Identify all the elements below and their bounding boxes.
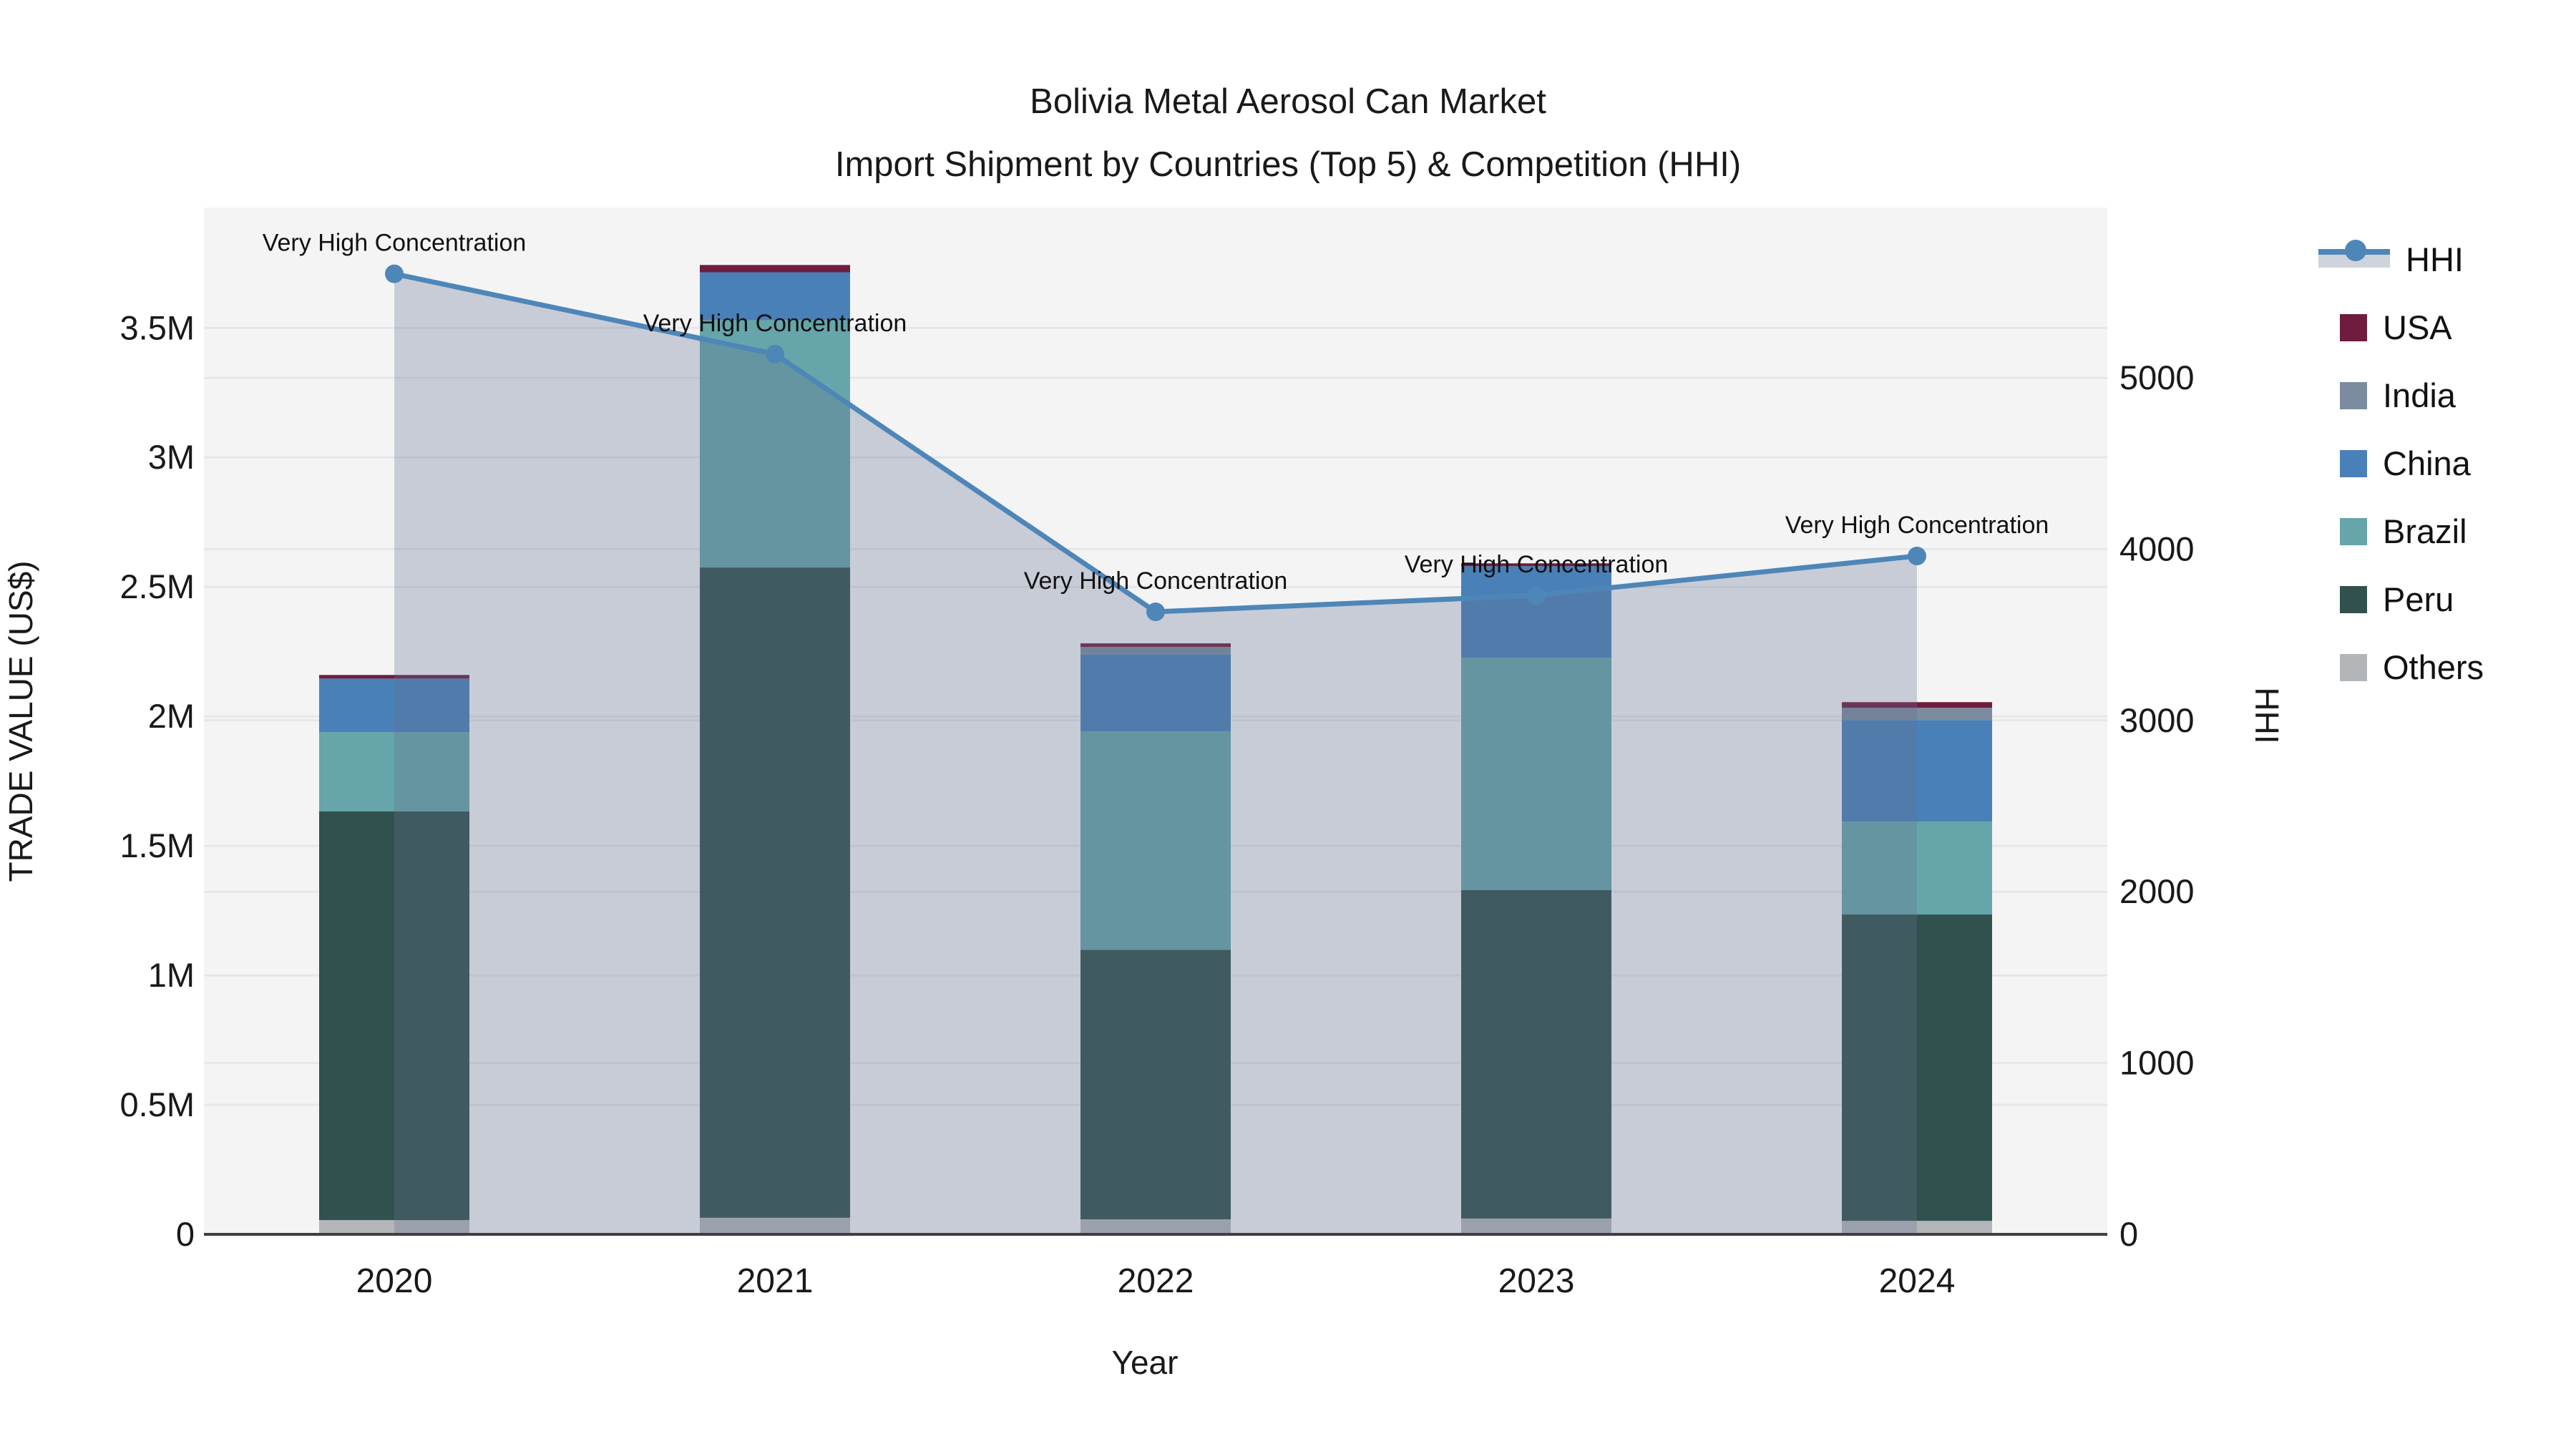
bar-segment-usa-2023 <box>1461 563 1611 567</box>
chart-legend: HHI USA India China Brazil Peru Others <box>2318 225 2484 701</box>
left-tick-0: 0 <box>176 1215 195 1253</box>
legend-item-usa: USA <box>2318 293 2484 361</box>
right-axis-title: HHI <box>2248 687 2285 743</box>
x-tick-2020: 2020 <box>356 1262 433 1300</box>
legend-label-usa: USA <box>2383 308 2452 346</box>
left-tick-2M: 2M <box>148 697 195 735</box>
bar-segment-usa-2022 <box>1080 643 1231 648</box>
hhi-marker-2024 <box>1908 546 1926 565</box>
annotation-2020: Very High Concentration <box>263 230 527 257</box>
legend-swatch-others-icon <box>2340 653 2367 681</box>
x-tick-2023: 2023 <box>1498 1262 1575 1300</box>
x-tick-2022: 2022 <box>1118 1262 1194 1300</box>
chart-subtitle: Import Shipment by Countries (Top 5) & C… <box>834 145 1742 184</box>
bar-segment-brazil-2022 <box>1080 731 1231 950</box>
right-tick-3000: 3000 <box>2119 701 2195 739</box>
x-tick-2021: 2021 <box>737 1262 814 1300</box>
x-axis-title: Year <box>1112 1344 1179 1381</box>
annotation-2022: Very High Concentration <box>1024 567 1288 595</box>
bar-segment-india-2024 <box>1842 708 1992 721</box>
left-axis-title: TRADE VALUE (US$) <box>2 560 39 882</box>
hhi-legend-sample-icon <box>2318 239 2390 268</box>
bar-segment-usa-2024 <box>1842 702 1992 708</box>
bar-segment-peru-2022 <box>1080 950 1231 1220</box>
hhi-legend-marker-icon <box>2345 239 2366 261</box>
legend-label-india: India <box>2383 376 2456 414</box>
legend-swatch-india-icon <box>2340 381 2367 409</box>
bar-segment-china-2022 <box>1080 654 1231 732</box>
bar-segment-peru-2023 <box>1461 890 1611 1219</box>
legend-item-others: Others <box>2318 633 2484 701</box>
legend-label-brazil: Brazil <box>2383 512 2467 550</box>
bar-segment-china-2023 <box>1461 566 1611 658</box>
hhi-marker-2020 <box>385 264 404 283</box>
legend-label-hhi: HHI <box>2406 240 2464 278</box>
legend-item-china: China <box>2318 429 2484 497</box>
bar-segment-china-2020 <box>319 678 469 733</box>
bar-segment-others-2021 <box>700 1217 850 1234</box>
hhi-area-fill <box>394 273 1917 1234</box>
legend-item-peru: Peru <box>2318 565 2484 633</box>
legend-label-others: Others <box>2383 648 2484 686</box>
bar-segment-others-2024 <box>1842 1221 1992 1234</box>
annotation-2023: Very High Concentration <box>1405 551 1669 578</box>
bar-segment-others-2022 <box>1080 1219 1231 1234</box>
legend-item-brazil: Brazil <box>2318 497 2484 565</box>
bar-segment-peru-2021 <box>700 567 850 1218</box>
x-tick-2024: 2024 <box>1879 1262 1956 1300</box>
hhi-marker-2023 <box>1527 586 1546 605</box>
annotation-2024: Very High Concentration <box>1785 512 2049 539</box>
bar-segment-peru-2024 <box>1842 914 1992 1221</box>
left-tick-1.5M: 1.5M <box>120 826 195 864</box>
right-tick-4000: 4000 <box>2119 530 2195 567</box>
bar-segment-peru-2020 <box>319 811 469 1221</box>
right-tick-2000: 2000 <box>2119 872 2195 910</box>
legend-label-peru: Peru <box>2383 580 2454 618</box>
bar-segment-brazil-2024 <box>1842 821 1992 915</box>
legend-item-india: India <box>2318 361 2484 429</box>
bar-segment-china-2021 <box>700 272 850 321</box>
left-tick-2.5M: 2.5M <box>120 567 195 605</box>
legend-swatch-usa-icon <box>2340 313 2367 341</box>
legend-swatch-china-icon <box>2340 449 2367 477</box>
bar-segment-brazil-2020 <box>319 732 469 811</box>
hhi-marker-2021 <box>766 344 784 364</box>
right-tick-1000: 1000 <box>2119 1044 2195 1082</box>
left-tick-1M: 1M <box>148 956 195 994</box>
bar-segment-india-2022 <box>1080 647 1231 655</box>
left-tick-0.5M: 0.5M <box>120 1085 195 1123</box>
right-tick-5000: 5000 <box>2119 358 2195 396</box>
bar-segment-brazil-2023 <box>1461 658 1611 891</box>
chart-title-block: Bolivia Metal Aerosol Can Market Import … <box>0 70 2576 196</box>
left-tick-3.5M: 3.5M <box>120 308 195 346</box>
bar-segment-usa-2020 <box>319 675 469 679</box>
bar-segment-usa-2021 <box>700 265 850 273</box>
legend-label-china: China <box>2383 444 2471 482</box>
bar-segment-china-2024 <box>1842 720 1992 822</box>
right-tick-0: 0 <box>2119 1215 2138 1253</box>
hhi-marker-2022 <box>1146 602 1165 621</box>
legend-swatch-peru-icon <box>2340 585 2367 613</box>
legend-item-hhi: HHI <box>2318 225 2484 293</box>
bar-segment-others-2020 <box>319 1220 469 1234</box>
left-tick-3M: 3M <box>148 438 195 476</box>
annotation-2021: Very High Concentration <box>643 310 907 337</box>
legend-swatch-brazil-icon <box>2340 517 2367 545</box>
bar-segment-others-2023 <box>1461 1218 1611 1234</box>
chart-title: Bolivia Metal Aerosol Can Market <box>1030 82 1546 121</box>
